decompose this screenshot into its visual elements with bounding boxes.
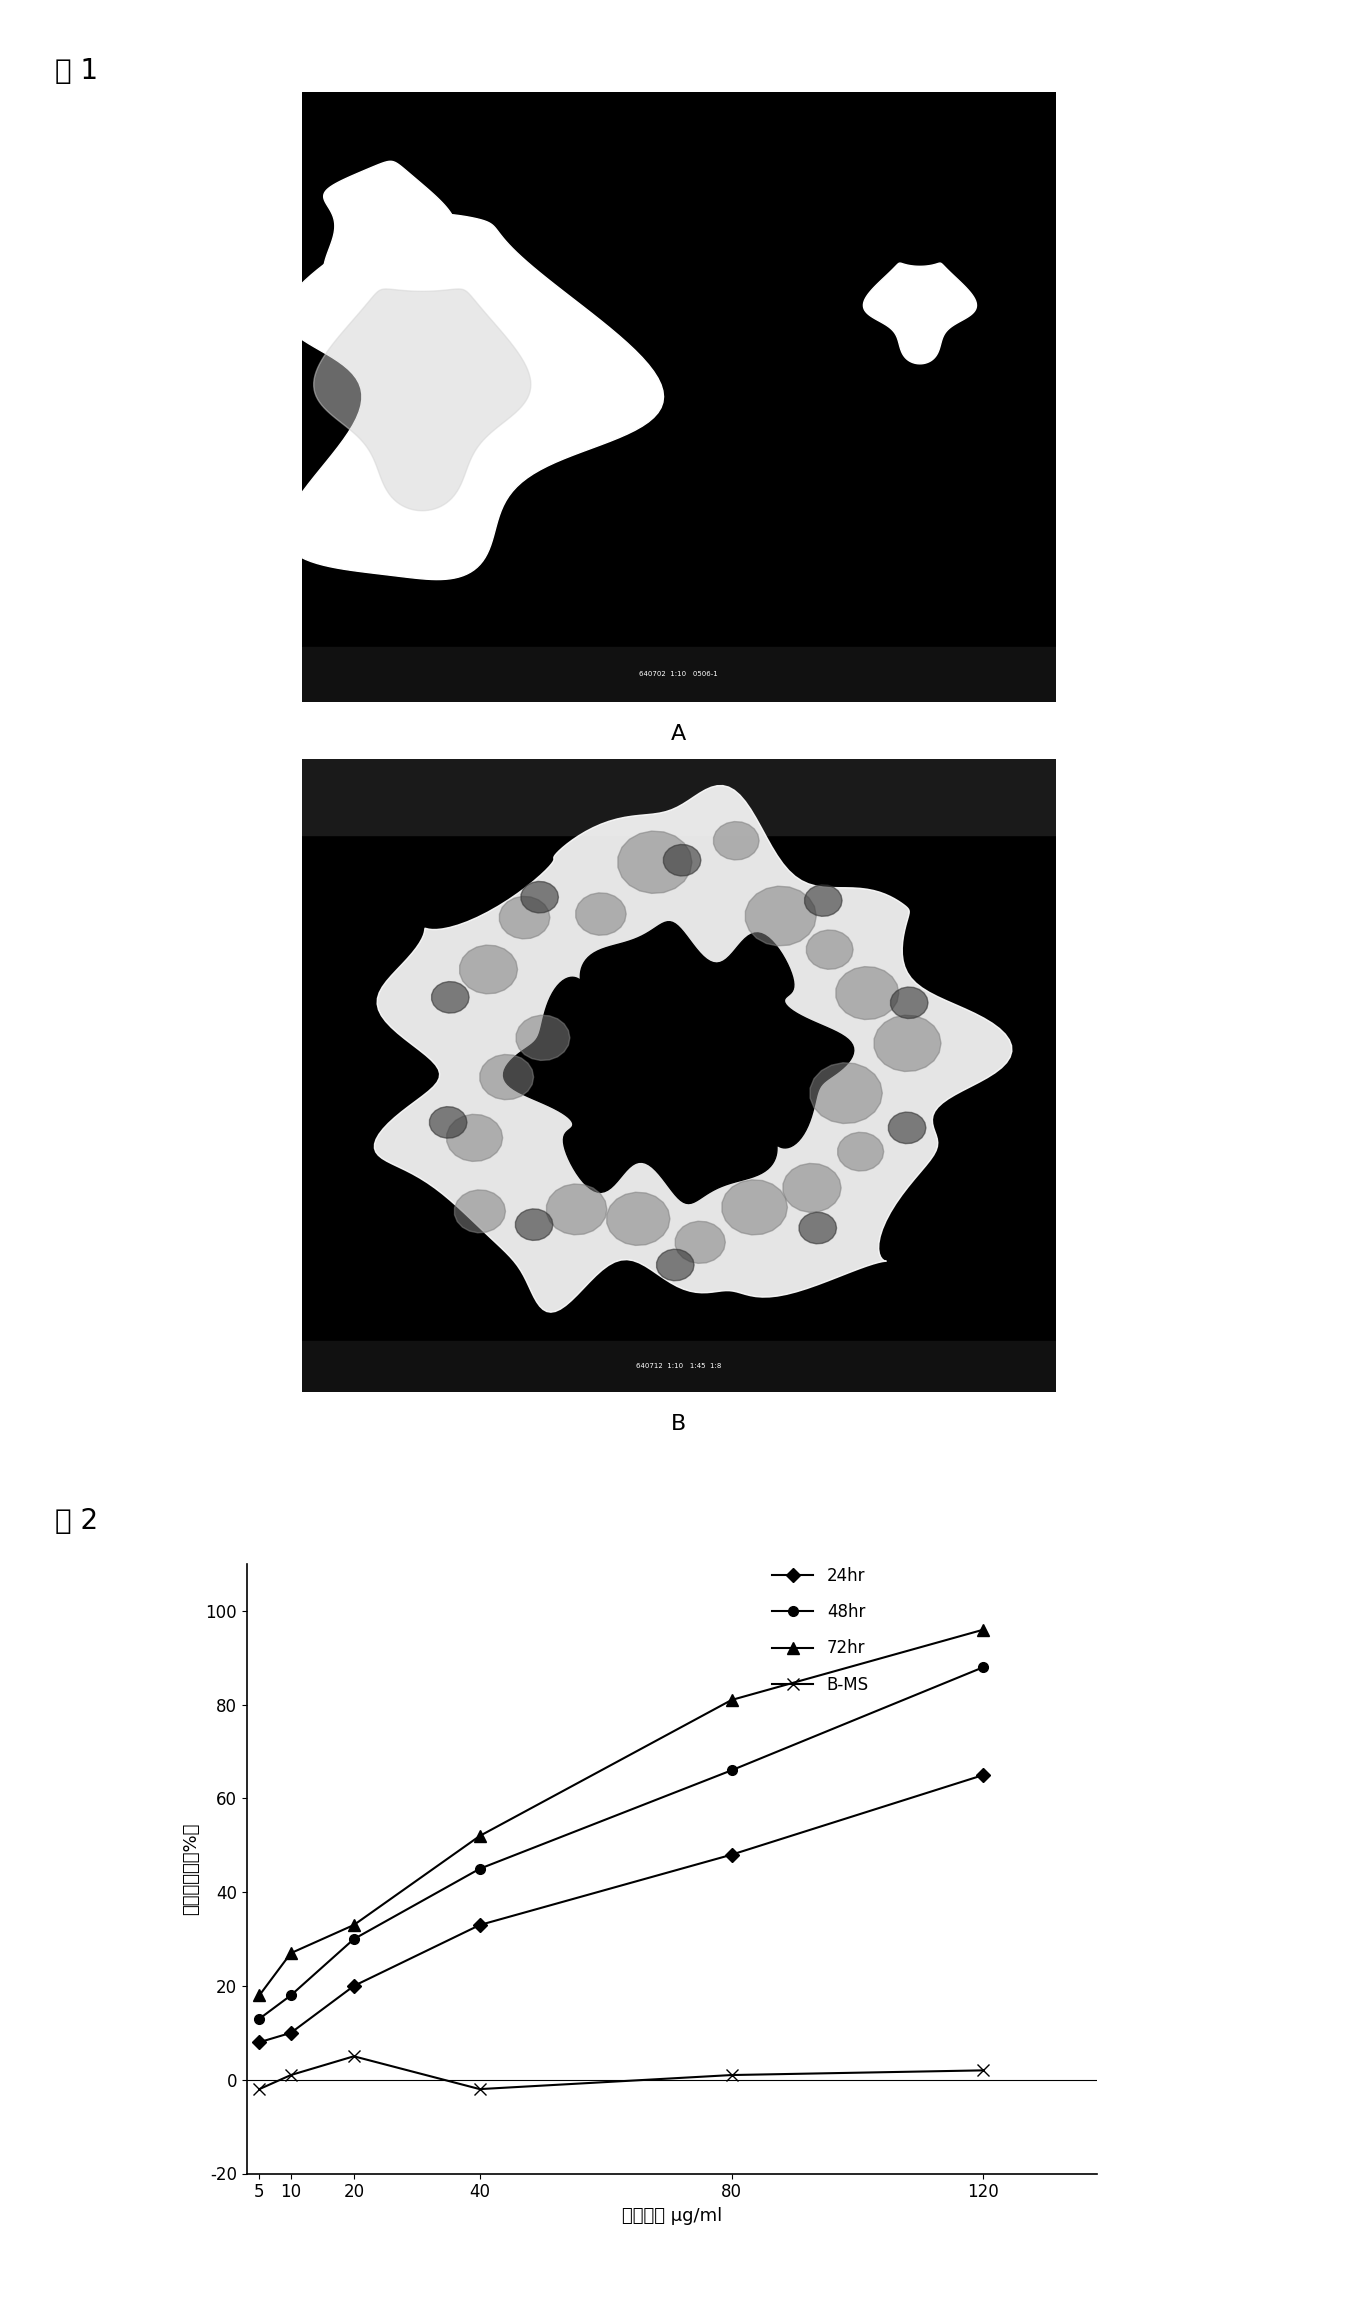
Polygon shape: [836, 966, 899, 1019]
Polygon shape: [664, 844, 701, 876]
Polygon shape: [515, 1014, 570, 1060]
48hr: [345, 1925, 362, 1953]
Polygon shape: [284, 214, 664, 580]
Text: A: A: [670, 724, 687, 745]
Bar: [302, 646, 1056, 702]
Polygon shape: [447, 1113, 503, 1162]
B-MS: [282, 2061, 299, 2088]
24hr: [975, 1762, 991, 1789]
Polygon shape: [864, 262, 976, 363]
Polygon shape: [607, 1191, 670, 1244]
48hr: [724, 1757, 740, 1785]
24hr: [724, 1840, 740, 1868]
Polygon shape: [432, 982, 469, 1012]
Text: 640702  1:10   0506-1: 640702 1:10 0506-1: [639, 672, 718, 676]
Polygon shape: [713, 821, 760, 860]
Polygon shape: [459, 945, 518, 994]
Polygon shape: [455, 1189, 506, 1233]
Polygon shape: [429, 1106, 468, 1138]
Polygon shape: [515, 1210, 553, 1240]
Bar: [302, 1341, 1056, 1392]
72hr: [251, 1983, 267, 2010]
Polygon shape: [314, 290, 531, 511]
24hr: [345, 1971, 362, 1999]
Bar: [302, 759, 1056, 835]
Polygon shape: [521, 881, 558, 913]
Line: 72hr: 72hr: [254, 1624, 990, 2001]
72hr: [975, 1617, 991, 1644]
Polygon shape: [783, 1164, 842, 1212]
Line: 24hr: 24hr: [255, 1771, 988, 2047]
24hr: [282, 2019, 299, 2047]
72hr: [724, 1686, 740, 1714]
Polygon shape: [891, 987, 928, 1019]
Text: 图 1: 图 1: [55, 58, 97, 85]
B-MS: [472, 2075, 488, 2102]
Text: 图 2: 图 2: [55, 1506, 97, 1534]
Polygon shape: [618, 830, 692, 892]
Polygon shape: [374, 787, 1012, 1313]
Polygon shape: [810, 1063, 883, 1122]
Polygon shape: [723, 1180, 787, 1235]
24hr: [251, 2029, 267, 2056]
48hr: [251, 2006, 267, 2033]
Polygon shape: [799, 1212, 836, 1244]
B-MS: [345, 2042, 362, 2070]
Legend: 24hr, 48hr, 72hr, B-MS: 24hr, 48hr, 72hr, B-MS: [765, 1559, 876, 1700]
Polygon shape: [547, 1184, 607, 1235]
Polygon shape: [888, 1113, 925, 1143]
Polygon shape: [480, 1053, 533, 1099]
Polygon shape: [805, 886, 842, 915]
Text: B: B: [670, 1414, 687, 1435]
Polygon shape: [499, 897, 550, 938]
Polygon shape: [806, 929, 853, 968]
Polygon shape: [657, 1249, 694, 1281]
72hr: [472, 1822, 488, 1849]
Text: 640712  1:10   1:45  1:8: 640712 1:10 1:45 1:8: [636, 1364, 721, 1368]
Y-axis label: 生长抑制率（%）: 生长抑制率（%）: [182, 1822, 200, 1916]
72hr: [282, 1939, 299, 1966]
Polygon shape: [676, 1221, 725, 1263]
Polygon shape: [746, 886, 816, 945]
Polygon shape: [838, 1132, 884, 1171]
Polygon shape: [576, 892, 627, 936]
Line: B-MS: B-MS: [254, 2049, 990, 2095]
Polygon shape: [503, 922, 854, 1203]
48hr: [282, 1983, 299, 2010]
Polygon shape: [324, 161, 455, 290]
24hr: [472, 1911, 488, 1939]
48hr: [472, 1854, 488, 1881]
Line: 48hr: 48hr: [255, 1663, 988, 2024]
Polygon shape: [875, 1014, 941, 1072]
X-axis label: 药物浓度 μg/ml: 药物浓度 μg/ml: [621, 2206, 723, 2224]
B-MS: [975, 2056, 991, 2084]
B-MS: [251, 2075, 267, 2102]
72hr: [345, 1911, 362, 1939]
48hr: [975, 1654, 991, 1681]
B-MS: [724, 2061, 740, 2088]
